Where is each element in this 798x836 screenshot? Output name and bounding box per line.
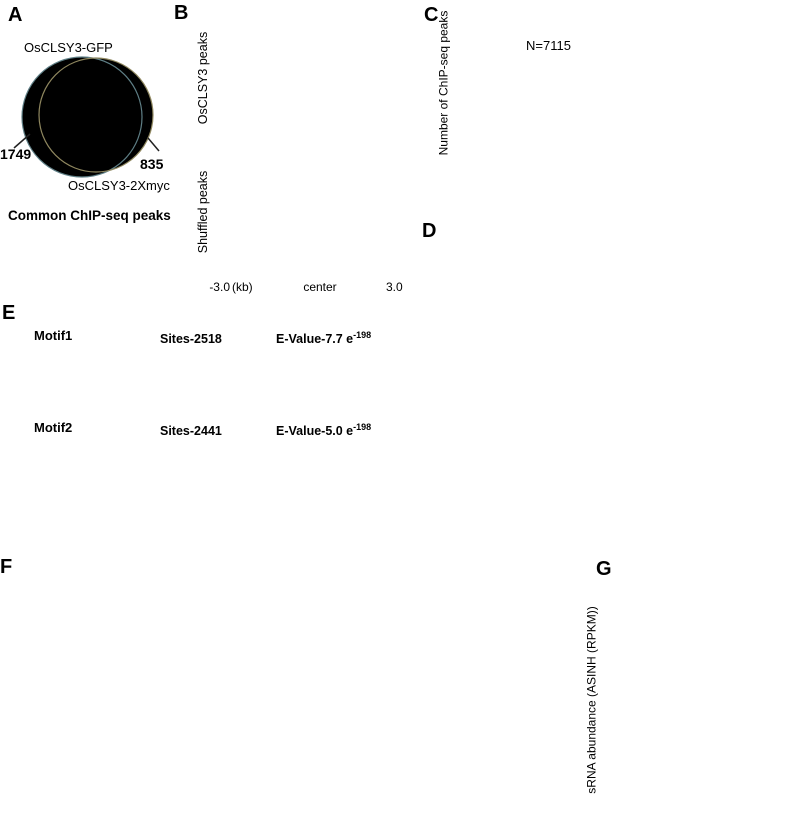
motif1-evalue-sup: -198	[353, 330, 372, 340]
panel-d-label: D	[422, 220, 437, 242]
g-boxplot	[600, 565, 798, 836]
c-annotation: N=7115	[526, 38, 571, 53]
panel-c-label: C	[424, 4, 439, 26]
panel-e-label: E	[2, 302, 16, 324]
b-xtick-left: -3.0	[209, 280, 230, 294]
panel-a-label: A	[8, 4, 23, 26]
venn-circle-myc	[38, 57, 154, 173]
venn-set2-only-count: 835	[140, 156, 164, 172]
venn-set1-only-count: 1749	[0, 146, 32, 162]
panel-b-label: B	[174, 2, 189, 24]
venn-leader-right	[147, 137, 160, 152]
motif1-name: Motif1	[34, 328, 73, 343]
b-plot2-ylabel: Shuffled peaks	[196, 170, 210, 254]
motif2-logo	[8, 440, 420, 498]
venn-overlap-count: 7115	[68, 108, 102, 125]
panel-f-label: F	[0, 556, 13, 578]
motif2-evalue-base: E-Value-5.0 e	[276, 424, 354, 439]
motif1-sites: Sites-2518	[160, 332, 222, 346]
motif2-evalue-sup: -198	[353, 422, 372, 432]
motif1-logo	[8, 348, 420, 406]
motif2-evalue: E-Value-5.0 e-198	[276, 422, 371, 438]
motif1-evalue-base: E-Value-7.7 e	[276, 332, 354, 347]
b-xtick-center: center	[303, 280, 337, 294]
motif2-sites: Sites-2441	[160, 424, 222, 438]
c-ylabel: Number of ChIP-seq peaks	[436, 10, 451, 156]
venn-set2-label: OsCLSY3-2Xmyc	[68, 178, 170, 193]
b-plot1-ylabel: OsCLSY3 peaks	[196, 31, 210, 125]
venn-set1-label: OsCLSY3-GFP	[24, 40, 113, 55]
venn-diagram	[13, 56, 160, 178]
motif1-evalue: E-Value-7.7 e-198	[276, 330, 371, 346]
g-ylabel: sRNA abundance (ASINH (RPKM))	[584, 606, 599, 794]
panel-g-label: G	[596, 558, 612, 580]
b-xunit: (kb)	[232, 280, 253, 294]
venn-leader-left	[13, 133, 31, 149]
venn-circle-gfp	[21, 56, 143, 178]
motif2-name: Motif2	[34, 420, 73, 435]
venn-caption: Common ChIP-seq peaks	[8, 208, 171, 223]
b-xtick-right: 3.0	[386, 280, 403, 294]
